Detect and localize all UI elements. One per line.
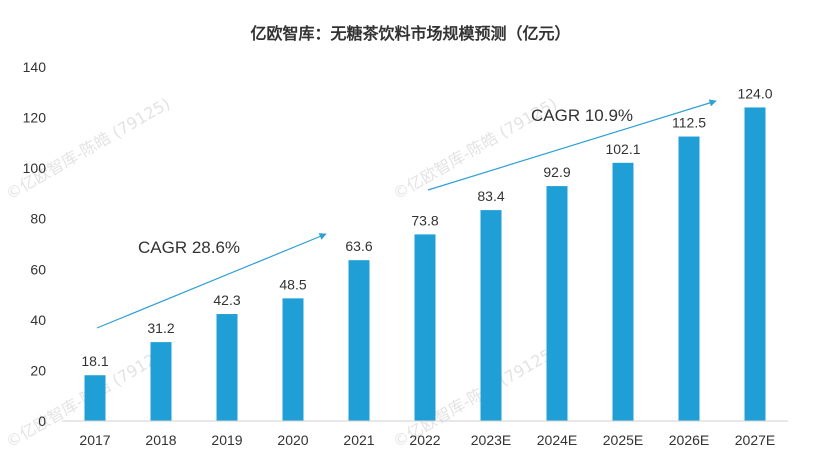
- y-tick-label: 40: [30, 312, 46, 328]
- bars: 18.1 31.2 42.3 48.5 63.6 73.8 83.4 92.9 102.1 112…: [81, 85, 773, 422]
- data-label-2017: 18.1: [81, 353, 108, 369]
- y-tick-label: 120: [23, 110, 47, 126]
- y-tick-label: 80: [30, 211, 46, 227]
- data-label-2018: 31.2: [147, 320, 174, 336]
- bar-2026E: [678, 136, 700, 422]
- x-tick-label: 2020: [277, 432, 308, 448]
- data-label-2019: 42.3: [213, 292, 240, 308]
- bar-2027E: [744, 107, 766, 421]
- bar-2017: [84, 375, 106, 421]
- data-label-2022: 73.8: [411, 212, 438, 228]
- annotations: CAGR 28.6% CAGR 10.9%: [96, 99, 717, 329]
- x-tick-label: 2017: [79, 432, 110, 448]
- bar-2025E: [612, 162, 634, 421]
- data-label-2024E: 92.9: [543, 164, 570, 180]
- cagr-arrow: [427, 99, 717, 191]
- bar-2022: [414, 234, 436, 421]
- x-tick-label: 2027E: [735, 432, 775, 448]
- y-tick-label: 100: [23, 160, 47, 176]
- y-tick-label: 0: [38, 413, 46, 429]
- x-tick-label: 2021: [343, 432, 374, 448]
- bar-2018: [150, 342, 172, 421]
- x-tick-label: 2022: [409, 432, 440, 448]
- x-tick-label: 2026E: [669, 432, 709, 448]
- data-label-2021: 63.6: [345, 238, 372, 254]
- x-tick-label: 2019: [211, 432, 242, 448]
- bar-2023E: [480, 210, 502, 421]
- bar-2021: [348, 260, 370, 421]
- x-tick-label: 2023E: [471, 432, 511, 448]
- x-tick-label: 2024E: [537, 432, 577, 448]
- y-axis: 0 20 40 60 80 100 120 140: [23, 59, 47, 429]
- data-label-2020: 48.5: [279, 276, 306, 292]
- cagr-label: CAGR 28.6%: [138, 238, 240, 257]
- x-tick-label: 2025E: [603, 432, 643, 448]
- bar-2020: [282, 298, 304, 421]
- bar-2024E: [546, 186, 568, 421]
- data-label-2027E: 124.0: [737, 85, 772, 101]
- data-label-2026E: 112.5: [672, 115, 706, 131]
- cagr-label: CAGR 10.9%: [531, 106, 633, 125]
- data-label-2023E: 83.4: [477, 188, 504, 204]
- data-label-2025E: 102.1: [605, 141, 640, 157]
- x-axis: 2017 2018 2019 2020 2021 2022 2023E 2024E 2025E 2…: [62, 420, 788, 448]
- y-tick-label: 20: [30, 362, 46, 378]
- bar-2019: [216, 314, 238, 421]
- cagr-arrow: [96, 233, 327, 329]
- y-tick-label: 140: [23, 59, 47, 75]
- chart-title: 亿欧智库：无糖茶饮料市场规模预测（亿元）: [250, 24, 571, 43]
- x-tick-label: 2018: [145, 432, 176, 448]
- y-tick-label: 60: [30, 261, 46, 277]
